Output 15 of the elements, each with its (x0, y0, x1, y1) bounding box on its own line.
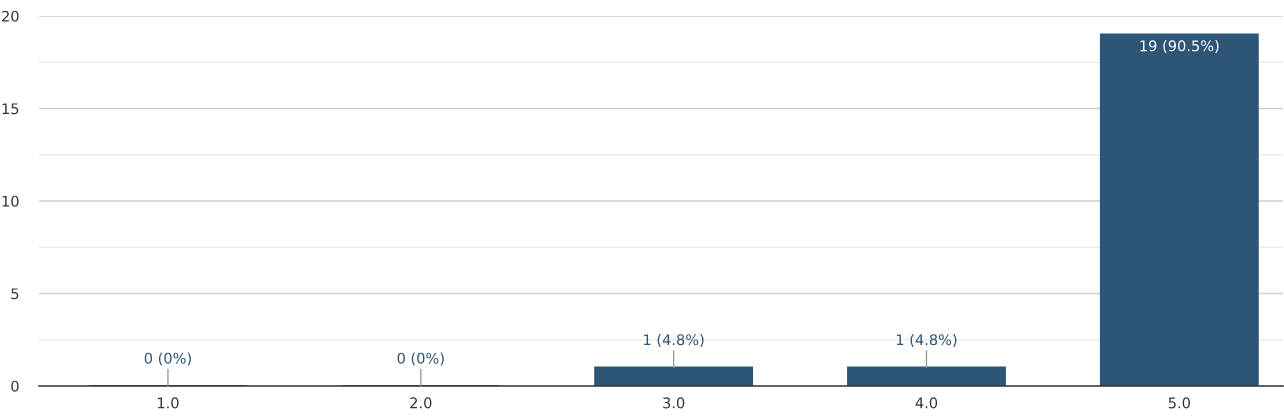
data-label: 19 (90.5%) (1140, 40, 1219, 54)
data-label: 0 (0%) (144, 352, 191, 366)
x-tick-label: 1.0 (157, 397, 179, 409)
data-label: 1 (4.8%) (644, 333, 704, 347)
y-tick-label: 10 (2, 195, 19, 207)
y-tick-label: 20 (2, 10, 19, 22)
data-label: 1 (4.8%) (896, 333, 957, 347)
data-label: 0 (0%) (397, 352, 444, 366)
x-tick-label: 3.0 (663, 397, 685, 409)
x-tick-label: 4.0 (915, 397, 938, 409)
x-tick-label: 5.0 (1168, 397, 1190, 409)
y-tick-label: 5 (11, 288, 19, 300)
x-tick-label: 2.0 (410, 397, 432, 409)
y-tick-label: 0 (11, 380, 19, 392)
y-tick-label: 15 (2, 103, 19, 115)
